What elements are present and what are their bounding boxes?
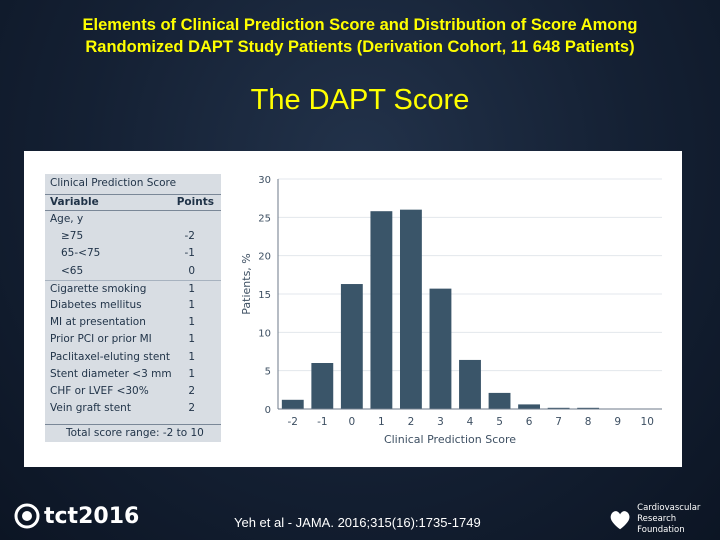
row-variable: Paclitaxel-eluting stent xyxy=(50,350,171,363)
table-row: Cigarette smoking 1 xyxy=(45,279,221,298)
y-tick-label: 5 xyxy=(265,367,271,378)
score-distribution-chart: 0 5 10 15 20 25 30 -2 -1 0 1 2 3 4 5 6 7 8 9 10 Clinical Pre… xyxy=(240,175,662,446)
bar xyxy=(459,359,481,409)
score-table: Clinical Prediction Score Variable Point… xyxy=(45,174,221,442)
x-tick-label: 4 xyxy=(467,416,474,428)
row-points: 1 xyxy=(188,282,195,295)
figure-panel: Clinical Prediction Score Variable Point… xyxy=(24,151,682,467)
x-tick-label: 0 xyxy=(349,416,356,428)
crf-line2: Research Foundation xyxy=(637,514,685,535)
y-tick-label: 30 xyxy=(258,175,271,186)
x-tick-label: 1 xyxy=(378,416,385,428)
slide-title-line1: Elements of Clinical Prediction Score an… xyxy=(82,16,638,34)
score-table-total: Total score range: -2 to 10 xyxy=(45,424,221,442)
x-tick-label: -1 xyxy=(317,416,327,428)
x-tick-label: 9 xyxy=(614,416,621,428)
crf-line1: Cardiovascular xyxy=(637,503,701,513)
row-variable: Diabetes mellitus xyxy=(50,299,142,311)
table-row: CHF or LVEF <30% 2 xyxy=(45,383,221,400)
bar xyxy=(399,209,422,409)
tct-logo-text: tct2016 xyxy=(44,503,140,529)
x-tick-label: 7 xyxy=(555,416,562,428)
row-points: 2 xyxy=(188,385,195,397)
row-points: -2 xyxy=(184,230,195,243)
bar xyxy=(488,392,511,409)
table-row: <65 0 xyxy=(45,263,221,280)
row-points: 1 xyxy=(188,350,195,363)
slide-subtitle: The DAPT Score xyxy=(250,84,470,116)
y-tick-label: 15 xyxy=(258,290,271,301)
row-points: 1 xyxy=(188,299,195,311)
row-variable: Vein graft stent xyxy=(50,402,131,415)
row-variable: Age, y xyxy=(50,213,84,225)
table-row: Stent diameter <3 mm 1 xyxy=(45,366,221,383)
table-row: 65-<75 -1 xyxy=(45,245,221,262)
bar xyxy=(370,211,393,409)
x-tick-label: 2 xyxy=(408,416,415,428)
row-points: 1 xyxy=(188,316,195,329)
bar xyxy=(340,284,363,409)
y-tick-label: 25 xyxy=(258,213,271,224)
row-points: 0 xyxy=(188,264,195,277)
bar xyxy=(577,407,600,409)
col-points-header: Points xyxy=(176,196,214,208)
row-variable: MI at presentation xyxy=(50,316,146,329)
row-variable: Stent diameter <3 mm xyxy=(50,367,172,380)
row-variable: <65 xyxy=(61,264,84,277)
score-table-title: Clinical Prediction Score xyxy=(50,177,177,189)
bar xyxy=(518,404,541,409)
x-tick-label: -2 xyxy=(288,416,298,428)
row-variable: 65-<75 xyxy=(61,247,101,260)
bar xyxy=(281,399,304,409)
x-tick-label: 6 xyxy=(526,416,533,428)
x-tick-label: 10 xyxy=(641,416,654,428)
row-points: 1 xyxy=(188,367,195,380)
y-tick-label: 20 xyxy=(258,252,271,263)
y-axis-label: Patients, % xyxy=(240,253,253,314)
row-variable: CHF or LVEF <30% xyxy=(50,385,149,397)
y-tick-label: 0 xyxy=(265,405,271,416)
row-points: 1 xyxy=(188,333,195,346)
bar xyxy=(547,407,570,409)
slide-title-line2: Randomized DAPT Study Patients (Derivati… xyxy=(85,38,635,56)
col-variable-header: Variable xyxy=(50,196,99,208)
table-row: Prior PCI or prior MI 1 xyxy=(45,331,221,348)
x-axis-label: Clinical Prediction Score xyxy=(384,433,516,446)
x-tick-label: 3 xyxy=(437,416,444,428)
citation: Yeh et al - JAMA. 2016;315(16):1735-1749 xyxy=(234,515,481,530)
slide-title: Elements of Clinical Prediction Score an… xyxy=(0,14,720,58)
crf-logo: Cardiovascular Research Foundation xyxy=(608,503,720,536)
row-points: 2 xyxy=(188,402,195,415)
bar xyxy=(311,363,334,409)
x-tick-label: 5 xyxy=(496,416,503,428)
table-row: Vein graft stent 2 xyxy=(45,400,221,417)
table-row: MI at presentation 1 xyxy=(45,314,221,331)
heart-icon xyxy=(610,510,630,529)
table-row: Diabetes mellitus 1 xyxy=(45,297,221,314)
row-variable: Cigarette smoking xyxy=(50,282,147,295)
total-score-range: Total score range: -2 to 10 xyxy=(66,427,204,439)
row-variable: Prior PCI or prior MI xyxy=(50,333,152,346)
table-row: Paclitaxel-eluting stent 1 xyxy=(45,349,221,366)
table-row: ≥75 -2 xyxy=(45,228,221,245)
bar xyxy=(429,288,452,409)
tct-swirl-icon xyxy=(14,503,40,529)
row-points: -1 xyxy=(184,247,195,260)
tct-logo: tct2016 xyxy=(14,503,139,529)
row-variable: ≥75 xyxy=(61,230,84,243)
y-tick-label: 10 xyxy=(258,328,271,339)
table-row: Age, y xyxy=(45,211,221,228)
score-table-header: Variable Points xyxy=(45,194,221,211)
x-tick-label: 8 xyxy=(585,416,592,428)
